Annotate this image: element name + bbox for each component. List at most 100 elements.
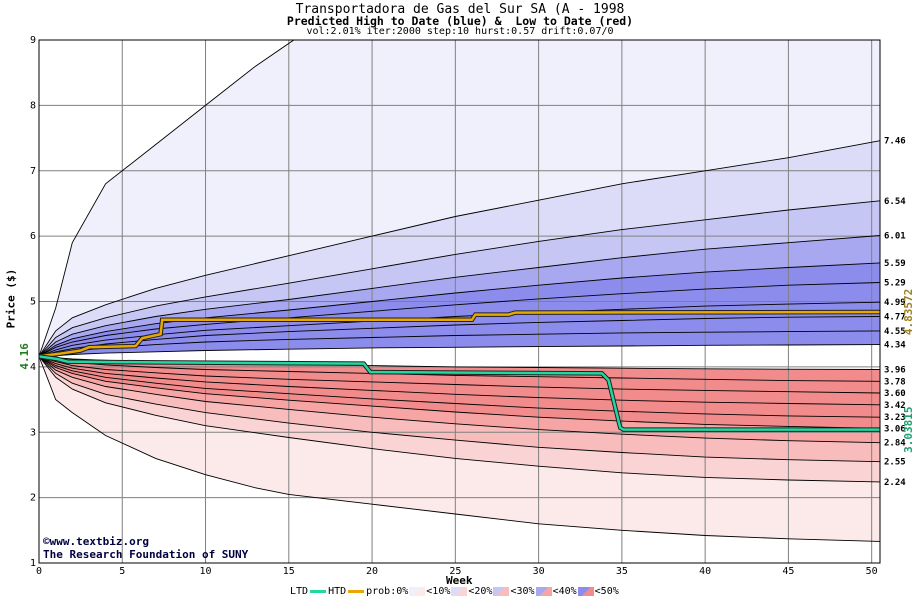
x-tick-0: 0 — [36, 566, 42, 577]
percentile-curve-2 — [38, 200, 881, 357]
htd-final-label: 4.83572 — [902, 289, 915, 335]
legend-ltd-label: LTD — [290, 586, 309, 597]
htd-line — [38, 310, 881, 358]
start-price-label: 4.16 — [18, 343, 31, 370]
curve-label-16: 2.84 — [884, 439, 906, 449]
percentile-curve-12 — [38, 355, 881, 394]
curve-label-12: 3.60 — [884, 389, 906, 399]
curve-label-4: 5.59 — [884, 259, 906, 269]
chart-title: Transportadora de Gas del Sur SA (A - 19… — [295, 2, 625, 17]
x-tick-15: 15 — [283, 566, 295, 577]
low-band-7 — [39, 356, 880, 393]
y-tick-1: 1 — [30, 558, 36, 569]
low-band-3 — [39, 356, 880, 443]
legend-bucket-50: <50% — [594, 586, 619, 597]
curve-label-13: 3.42 — [884, 401, 906, 411]
y-tick-8: 8 — [30, 100, 36, 111]
high-band-2 — [39, 200, 880, 357]
curve-label-17: 2.55 — [884, 458, 906, 468]
percentile-curve-5 — [38, 282, 881, 357]
curve-label-15: 3.06 — [884, 424, 906, 434]
simulation-params: vol:2.01% iter:2000 step:10 hurst:0.57 d… — [306, 26, 614, 37]
percentile-curve-4 — [38, 262, 881, 357]
high-band-3 — [39, 235, 880, 357]
curve-label-10: 3.96 — [884, 365, 906, 375]
y-tick-3: 3 — [30, 427, 36, 438]
legend-swatch-20 — [493, 587, 510, 596]
percentile-curve-18 — [38, 356, 881, 483]
x-tick-25: 25 — [449, 566, 461, 577]
low-band-2 — [39, 356, 880, 462]
value-labels: 7.46 6.54 6.01 5.59 5.29 4.99 4.77 4.55 4.34 3.96… — [18, 137, 915, 488]
x-tick-30: 30 — [533, 566, 545, 577]
low-band-8 — [39, 356, 880, 382]
legend-ltd-swatch — [310, 590, 327, 593]
y-tick-2: 2 — [30, 493, 36, 504]
credit-org: The Research Foundation of SUNY — [43, 548, 249, 561]
curve-label-1: 7.46 — [884, 137, 906, 147]
percentile-curve-7 — [38, 316, 881, 357]
x-tick-20: 20 — [366, 566, 378, 577]
low-band-1 — [39, 356, 880, 482]
high-band-1 — [39, 140, 880, 357]
probability-bands — [39, 40, 880, 542]
y-tick-4: 4 — [30, 362, 36, 373]
curve-label-9: 4.34 — [884, 341, 906, 351]
high-band-8 — [39, 330, 880, 357]
high-band-0 — [39, 40, 880, 357]
legend-swatch-30 — [535, 587, 552, 596]
percentile-curve-16 — [38, 356, 881, 444]
percentile-curve-19 — [38, 356, 881, 542]
legend-bucket-30: <30% — [510, 586, 535, 597]
percentile-curve-1 — [38, 140, 881, 357]
ltd-final-label: 3.03815 — [902, 406, 915, 452]
credit-url: ©www.textbiz.org — [43, 535, 149, 548]
percentile-curve-9 — [38, 344, 881, 357]
low-band-4 — [39, 356, 880, 429]
high-band-6 — [39, 302, 880, 357]
high-band-7 — [39, 316, 880, 357]
y-tick-5: 5 — [30, 297, 36, 308]
legend-swatch-40 — [577, 587, 594, 596]
legend-prob-label: prob:0% — [366, 586, 409, 597]
percentile-curve-14 — [38, 356, 881, 418]
percentile-curve-17 — [38, 356, 881, 463]
curve-label-7: 4.77 — [884, 313, 906, 323]
legend: LTD HTD prob:0% <10% <20% <30% <40% <50% — [290, 586, 619, 597]
legend-bucket-20: <20% — [468, 586, 493, 597]
percentile-curves — [38, 39, 881, 542]
curve-label-18: 2.24 — [884, 478, 906, 488]
percentile-curve-0 — [38, 39, 880, 357]
legend-htd-label: HTD — [328, 586, 347, 597]
x-tick-5: 5 — [119, 566, 125, 577]
plot-frame — [38, 39, 881, 564]
htd-ltd-series — [38, 309, 881, 432]
percentile-curve-15 — [38, 356, 881, 429]
percentile-curve-6 — [38, 301, 881, 357]
y-tick-7: 7 — [30, 166, 36, 177]
curve-label-6: 4.99 — [884, 298, 906, 308]
curve-label-8: 4.55 — [884, 327, 906, 337]
curve-label-5: 5.29 — [884, 279, 906, 289]
chart-subtitle: Predicted High to Date (blue) & Low to D… — [286, 14, 634, 28]
x-tick-45: 45 — [782, 566, 794, 577]
y-axis-label: Price ($) — [4, 268, 18, 329]
legend-bucket-10: <10% — [426, 586, 451, 597]
curve-label-14: 3.23 — [884, 413, 906, 423]
x-axis-label: Week — [446, 574, 473, 587]
x-tick-40: 40 — [699, 566, 711, 577]
curve-label-2: 6.54 — [884, 197, 906, 207]
percentile-curve-13 — [38, 355, 881, 406]
x-tick-10: 10 — [200, 566, 212, 577]
y-tick-9: 9 — [30, 35, 36, 46]
legend-swatch-0 — [409, 587, 426, 596]
low-band-6 — [39, 356, 880, 405]
y-tick-6: 6 — [30, 231, 36, 242]
high-band-4 — [39, 262, 880, 357]
low-band-5 — [39, 356, 880, 418]
ltd-line — [38, 355, 880, 431]
x-tick-50: 50 — [866, 566, 878, 577]
percentile-curve-3 — [38, 235, 881, 357]
